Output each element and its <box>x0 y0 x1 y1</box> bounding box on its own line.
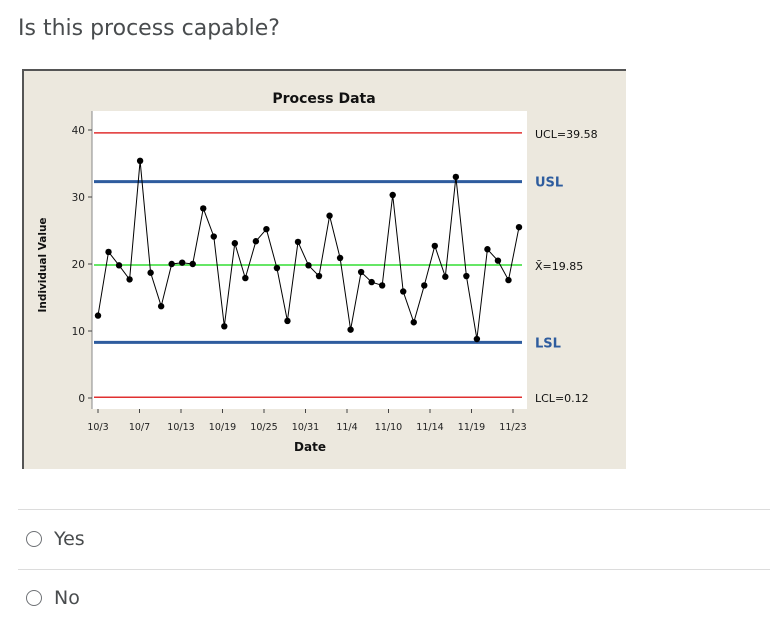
ref-label-lsl: LSL <box>535 336 561 351</box>
data-point <box>231 240 239 247</box>
data-point <box>157 303 165 310</box>
data-point <box>442 273 449 280</box>
data-point <box>452 173 460 181</box>
data-point <box>326 212 333 219</box>
ref-label-lcl: LCL=0.12 <box>535 392 589 405</box>
chart-frame-left <box>22 69 24 469</box>
data-point <box>315 272 323 280</box>
option-yes-label: Yes <box>54 528 85 550</box>
option-yes[interactable]: Yes <box>26 528 85 550</box>
data-point <box>136 157 144 165</box>
data-point <box>210 233 217 240</box>
ref-label-mean: X̄=19.85 <box>535 260 583 273</box>
radio-no[interactable] <box>26 590 42 606</box>
process-chart: Process Data 0 10 20 30 40 Individual Value UCL… <box>22 69 626 469</box>
data-point <box>94 312 102 319</box>
data-point <box>431 242 438 250</box>
data-point <box>410 319 417 326</box>
data-point <box>147 269 154 276</box>
x-tick-label: 10/31 <box>292 422 319 433</box>
data-point <box>305 262 312 269</box>
x-tick-label: 10/3 <box>87 422 108 433</box>
data-point <box>473 335 481 343</box>
data-point <box>463 272 470 280</box>
data-point <box>252 238 260 245</box>
y-tick-label: 10 <box>72 326 85 338</box>
data-point <box>115 262 123 269</box>
data-point <box>284 317 291 325</box>
divider-top <box>18 509 770 510</box>
x-tick-label: 11/19 <box>458 422 485 433</box>
radio-yes[interactable] <box>26 531 42 547</box>
x-tick-label: 10/7 <box>129 422 150 433</box>
x-tick-label: 11/10 <box>375 422 402 433</box>
chart-frame-top <box>22 69 626 71</box>
data-point <box>200 205 207 212</box>
data-point <box>357 268 365 276</box>
option-no[interactable]: No <box>26 587 80 609</box>
data-point <box>263 225 270 233</box>
plot-area <box>92 111 527 409</box>
data-point <box>105 248 112 256</box>
y-tick-label: 40 <box>72 125 85 137</box>
chart-title: Process Data <box>272 91 375 107</box>
data-point <box>347 326 354 333</box>
data-point <box>168 260 175 268</box>
y-tick-label: 20 <box>72 259 85 271</box>
ref-label-usl: USL <box>535 176 563 191</box>
option-no-label: No <box>54 587 80 609</box>
data-point <box>421 282 428 289</box>
data-point <box>336 254 344 262</box>
data-point <box>389 191 396 199</box>
data-point <box>378 282 386 289</box>
y-tick-label: 0 <box>78 393 85 405</box>
chart-svg: Process Data 0 10 20 30 40 Individual Value UCL… <box>37 91 598 454</box>
y-axis-label: Individual Value <box>37 217 49 312</box>
x-tick-label: 10/13 <box>167 422 194 433</box>
x-tick-label: 11/23 <box>499 422 526 433</box>
x-tick-label: 11/4 <box>336 422 357 433</box>
y-tick-label: 30 <box>72 192 85 204</box>
question-text: Is this process capable? <box>18 16 280 41</box>
data-point <box>494 257 502 264</box>
data-point <box>126 276 133 283</box>
x-tick-label: 11/14 <box>416 422 443 433</box>
data-point <box>189 260 196 268</box>
divider-middle <box>18 569 770 570</box>
data-point <box>242 274 249 282</box>
x-tick-label: 10/19 <box>209 422 236 433</box>
x-tick-label: 10/25 <box>250 422 277 433</box>
data-point <box>484 246 491 253</box>
x-axis-label: Date <box>294 440 326 454</box>
data-point <box>505 276 512 284</box>
data-point <box>294 238 302 246</box>
data-point <box>179 259 186 266</box>
data-point <box>400 288 407 295</box>
data-point <box>515 223 523 231</box>
data-point <box>368 278 375 286</box>
ref-label-ucl: UCL=39.58 <box>535 128 598 141</box>
data-point <box>273 264 281 272</box>
data-point <box>221 323 228 330</box>
